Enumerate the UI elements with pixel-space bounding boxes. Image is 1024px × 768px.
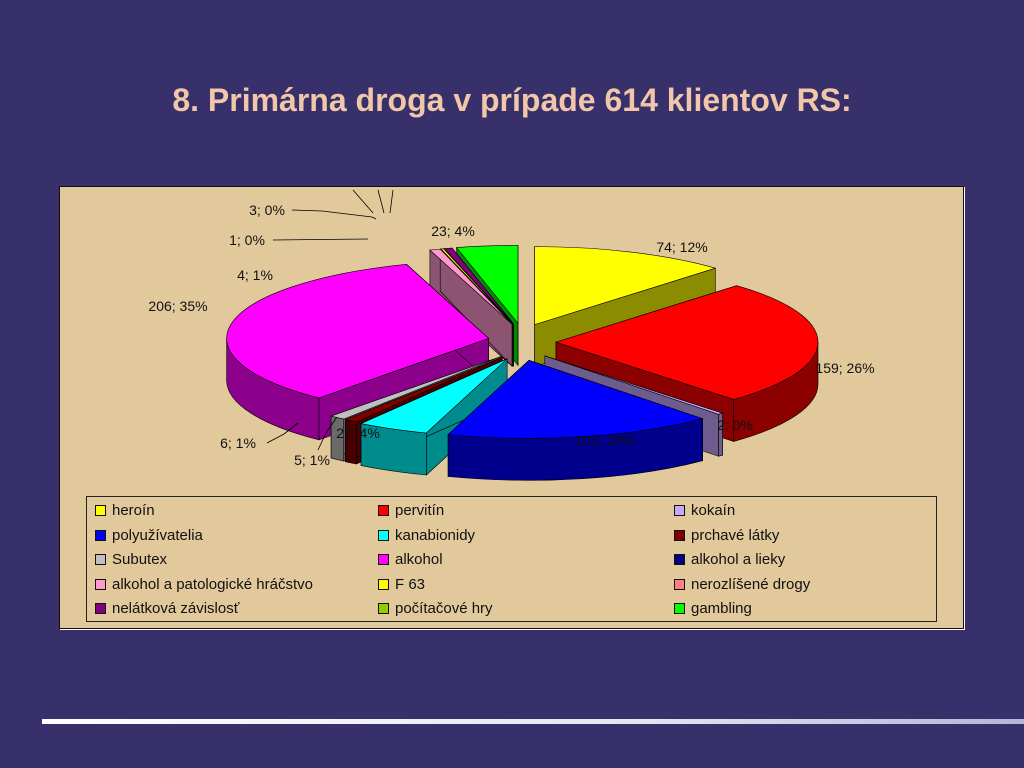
pie-slice-top-9 (429, 248, 513, 325)
data-label-9: 4; 1% (237, 267, 273, 283)
legend-item-2: kokaín (674, 502, 735, 519)
data-label-14: 23; 4% (431, 223, 475, 239)
pie-slice-4 (360, 358, 508, 476)
legend-swatch-3 (95, 529, 106, 541)
legend-swatch-13 (378, 603, 389, 614)
legend-label-11: nerozlíšené drogy (691, 575, 811, 593)
legend-label-14: gambling (691, 600, 752, 617)
legend-label-1: pervitín (395, 502, 445, 519)
legend-swatch-1 (378, 505, 389, 516)
legend-item-5: prchavé látky (674, 527, 779, 544)
data-label-6: 6; 1% (220, 435, 256, 451)
legend-item-12: nelátková závislosť (95, 600, 239, 617)
legend-swatch-9 (95, 578, 106, 590)
legend-item-7: alkohol (378, 551, 443, 568)
legend-item-3: polyužívatelia (95, 527, 203, 544)
legend-item-13: počítačové hry (378, 600, 493, 617)
leader-line-12 (291, 209, 377, 220)
data-label-3: 101; 16% (575, 432, 634, 448)
pie-slice-top-1 (555, 285, 819, 400)
legend-item-0: heroín (95, 502, 155, 519)
pie-slice-3 (447, 359, 704, 481)
pie-slice-top-7 (226, 264, 490, 399)
legend-item-8: alkohol a lieky (674, 551, 785, 568)
footer-divider (42, 719, 1024, 724)
legend-label-6: Subutex (112, 551, 168, 568)
legend-swatch-6 (95, 554, 106, 565)
legend-item-11: nerozlíšené drogy (674, 576, 810, 593)
legend-swatch-4 (378, 529, 389, 541)
data-label-4: 27; 4% (336, 425, 380, 441)
pie-slice-top-14 (456, 245, 519, 325)
legend-swatch-7 (378, 554, 389, 565)
pie-slice-top-10 (440, 248, 514, 325)
legend-label-10: F 63 (395, 575, 426, 593)
legend-swatch-0 (95, 505, 106, 516)
legend-item-1: pervitín (378, 502, 444, 519)
pie-slice-9 (429, 248, 513, 367)
legend-label-5: prchavé látky (691, 526, 780, 544)
legend-label-13: počítačové hry (395, 600, 493, 617)
legend-label-7: alkohol (395, 551, 443, 568)
chart-area: 74; 12% 159; 26% 2; 0% 101; 16% 27; 4% 5; 1% 6… (59, 186, 964, 629)
leader-line-top-0 (352, 189, 374, 214)
legend-swatch-10 (378, 578, 389, 590)
legend-label-8: alkohol a lieky (691, 551, 786, 568)
pie-slice-top-12 (443, 247, 514, 325)
legend-swatch-2 (674, 505, 685, 516)
data-label-5: 5; 1% (294, 452, 330, 468)
data-label-10: 1; 0% (229, 232, 265, 248)
pie-slice-top-5 (344, 356, 503, 423)
legend-swatch-8 (674, 554, 685, 565)
legend-item-4: kanabionidy (378, 527, 475, 544)
leader-line-top-1 (377, 189, 385, 214)
legend-swatch-12 (95, 603, 106, 614)
pie-slice-top-6 (330, 356, 501, 420)
pie-slice-top-2 (544, 355, 724, 415)
data-label-1: 159; 26% (815, 360, 874, 376)
legend-item-9: alkohol a patologické hráčstvo (95, 576, 313, 593)
pie-slice-top-4 (360, 358, 508, 434)
legend-item-10: F 63 (378, 576, 425, 593)
legend-label-2: kokaín (691, 502, 736, 519)
legend-label-0: heroín (112, 502, 155, 519)
pie-slice-top-3 (447, 359, 704, 439)
legend-item-14: gambling (674, 600, 752, 617)
data-label-0: 74; 12% (656, 239, 707, 255)
leader-line-10 (272, 238, 369, 241)
slide-title: 8. Primárna droga v prípade 614 klientov… (172, 82, 852, 118)
data-label-12: 3; 0% (249, 202, 285, 218)
leader-line-top-2 (389, 189, 394, 214)
legend-item-6: Subutex (95, 551, 167, 568)
legend-swatch-14 (674, 603, 685, 614)
legend-label-3: polyužívatelia (112, 526, 203, 544)
legend-label-12: nelátková závislosť (112, 600, 240, 617)
chart-legend: heroín pervitín kokaín polyužívatelia kanabi… (86, 496, 937, 622)
leader-line-6 (266, 422, 299, 444)
pie-chart: 74; 12% 159; 26% 2; 0% 101; 16% 27; 4% 5; 1% 6… (148, 189, 875, 481)
data-label-2: 2; 0% (717, 417, 753, 433)
pie-slice-top-0 (534, 246, 717, 326)
data-label-7: 206; 35% (148, 298, 207, 314)
legend-label-4: kanabionidy (395, 526, 476, 544)
legend-label-9: alkohol a patologické hráčstvo (112, 575, 313, 593)
legend-swatch-5 (674, 529, 685, 541)
legend-swatch-11 (674, 578, 685, 590)
leader-line-5 (317, 416, 338, 451)
